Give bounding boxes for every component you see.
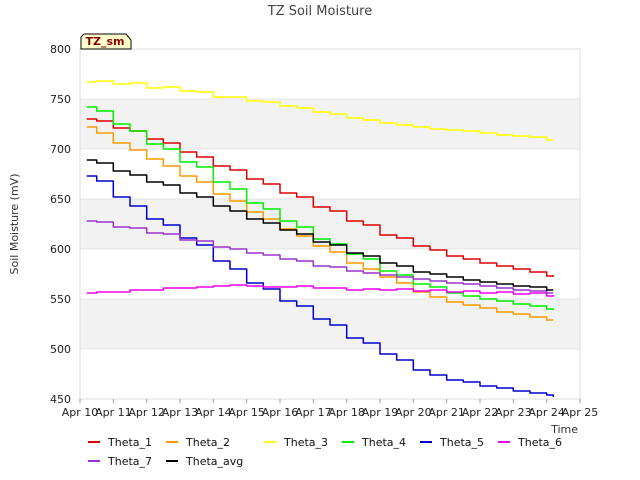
- y-tick-label: 500: [50, 343, 71, 356]
- x-tick-label: Apr 12: [128, 406, 165, 419]
- x-tick-label: Apr 19: [362, 406, 399, 419]
- band-2: [80, 99, 580, 149]
- x-tick-label: Apr 25: [562, 406, 599, 419]
- chart-title: TZ Soil Moisture: [267, 4, 373, 19]
- x-tick-label: Apr 14: [195, 406, 232, 419]
- x-tick-label: Apr 18: [328, 406, 365, 419]
- series-line-theta-5: [86, 175, 555, 397]
- legend-label-theta-4: Theta_4: [361, 436, 406, 449]
- series-line-theta-1: [86, 118, 555, 277]
- x-tick-label: Apr 20: [395, 406, 432, 419]
- y-tick-labels: 450 500 550 600 650 700 750 800: [50, 43, 71, 406]
- tz-badge: TZ_sm: [80, 33, 132, 50]
- y-tick-label: 750: [50, 93, 71, 106]
- series-line-theta-3: [86, 80, 554, 141]
- x-tick-label: Apr 15: [228, 406, 265, 419]
- x-tick-label: Apr 21: [428, 406, 465, 419]
- x-tick-label: Apr 17: [295, 406, 332, 419]
- y-tick-label: 550: [50, 293, 71, 306]
- plot-frame: [79, 48, 581, 400]
- legend-label-theta-7: Theta_7: [107, 455, 152, 468]
- y-tick-label: 450: [50, 393, 71, 406]
- x-axis-label: Time: [550, 423, 578, 436]
- y-tick-label: 600: [50, 243, 71, 256]
- series-line-theta-4: [86, 106, 555, 310]
- legend-label-theta-6: Theta_6: [517, 436, 562, 449]
- badge-box: [80, 33, 132, 50]
- legend-label-theta-3: Theta_3: [283, 436, 328, 449]
- x-tick-label: Apr 11: [95, 406, 132, 419]
- legend-label-theta-2: Theta_2: [185, 436, 230, 449]
- legend-label-theta-1: Theta_1: [107, 436, 152, 449]
- badge-label: TZ_sm: [86, 35, 125, 48]
- legend: Theta_1 Theta_2 Theta_3 Theta_4 Theta_5 Theta…: [88, 436, 562, 468]
- y-axis-label: Soil Moisture (mV): [8, 174, 21, 275]
- series-line-theta-avg: [86, 159, 554, 291]
- y-tick-label: 650: [50, 193, 71, 206]
- series-line-theta-6: [86, 284, 555, 297]
- x-tick-label: Apr 13: [162, 406, 199, 419]
- series-line-theta-2: [86, 126, 554, 321]
- x-tick-label: Apr 23: [495, 406, 532, 419]
- x-tick-label: Apr 22: [462, 406, 499, 419]
- legend-label-theta-avg: Theta_avg: [185, 455, 243, 468]
- x-tick-label: Apr 16: [262, 406, 299, 419]
- legend-label-theta-5: Theta_5: [439, 436, 484, 449]
- series-line-theta-7: [86, 220, 554, 294]
- x-tick-label: Apr 24: [528, 406, 565, 419]
- x-tick-label: Apr 10: [62, 406, 99, 419]
- y-tick-label: 800: [50, 43, 71, 56]
- series-lines: [86, 80, 555, 397]
- y-tick-label: 700: [50, 143, 71, 156]
